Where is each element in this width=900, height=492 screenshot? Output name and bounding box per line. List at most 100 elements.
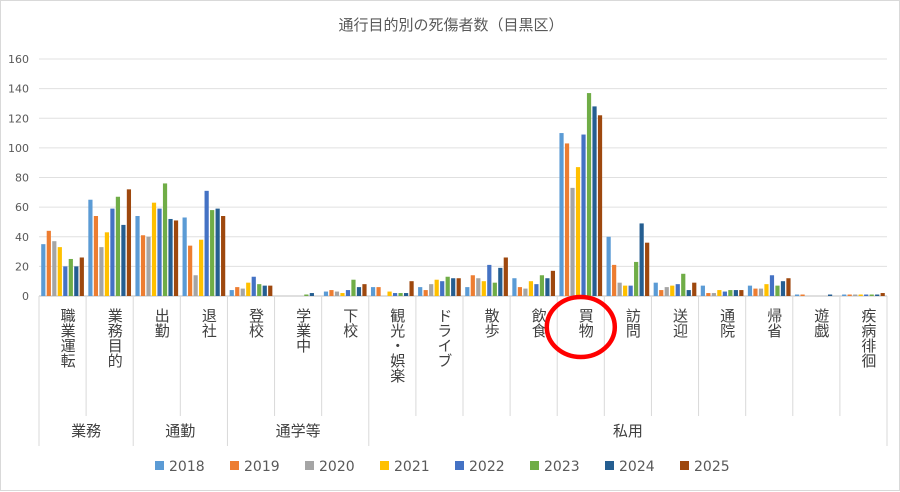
bar-2022-疾病徘徊 xyxy=(864,294,869,296)
y-tick-label: 120 xyxy=(8,112,29,125)
x-tick-label: 飲食 xyxy=(530,308,548,338)
highlight-ellipse xyxy=(544,294,618,360)
bar-2025-通院 xyxy=(739,290,744,296)
gridlines xyxy=(39,58,887,297)
bar-2019-出勤 xyxy=(140,235,146,296)
bar-2024-職業運転 xyxy=(74,266,79,297)
bar-2023-疾病徘徊 xyxy=(869,294,874,296)
bar-2019-帰省 xyxy=(753,288,758,296)
bar-2024-学業中 xyxy=(309,293,314,296)
legend-swatch-2023 xyxy=(530,461,539,470)
bar-2024-疾病徘徊 xyxy=(875,294,880,296)
bar-2024-観光・娯楽 xyxy=(403,293,409,296)
legend-label: 2021 xyxy=(394,459,430,475)
legend-swatch-2018 xyxy=(155,461,164,470)
bar-2022-観光・娯楽 xyxy=(392,293,398,296)
legend-swatch-2024 xyxy=(605,461,614,470)
bar-2022-退社 xyxy=(204,190,209,296)
bar-2020-買物 xyxy=(570,187,575,296)
bar-2019-観光・娯楽 xyxy=(376,287,381,296)
bar-2018-業務目的 xyxy=(88,199,93,296)
bar-2019-登校 xyxy=(235,287,240,296)
bar-2024-通院 xyxy=(733,290,738,296)
bar-2023-買物 xyxy=(586,93,592,296)
bar-2023-観光・娯楽 xyxy=(398,293,403,296)
x-tick-label: 送迎 xyxy=(671,308,689,339)
bar-2024-ドライブ xyxy=(451,278,456,296)
bar-2018-ドライブ xyxy=(418,287,423,296)
y-tick-label: 140 xyxy=(8,83,29,96)
bar-2019-業務目的 xyxy=(93,216,99,296)
bar-2018-出勤 xyxy=(135,216,140,296)
x-tick-label: 業務目的 xyxy=(106,308,124,369)
bar-2025-退社 xyxy=(221,216,226,296)
bar-2024-散歩 xyxy=(498,267,503,296)
y-tick-label: 80 xyxy=(15,172,29,185)
legend-swatch-2021 xyxy=(380,461,389,470)
bar-2020-退社 xyxy=(193,275,198,296)
x-tick-label: 散歩 xyxy=(483,308,501,338)
bar-2018-疾病徘徊 xyxy=(842,294,847,296)
bar-2020-業務目的 xyxy=(99,247,104,296)
bar-2024-遊戯 xyxy=(827,294,833,296)
x-tick-label: 通院 xyxy=(718,308,736,339)
bar-2020-出勤 xyxy=(146,236,151,296)
bar-2021-疾病徘徊 xyxy=(858,294,863,296)
bar-2025-業務目的 xyxy=(126,189,132,296)
bar-2025-下校 xyxy=(362,284,367,296)
bar-2019-疾病徘徊 xyxy=(847,294,852,296)
bar-2024-訪問 xyxy=(639,223,644,296)
x-tick-label: 職業運転 xyxy=(59,308,77,368)
bar-2020-通院 xyxy=(711,293,716,296)
x-group-label: 通勤 xyxy=(165,422,195,440)
bar-2019-下校 xyxy=(329,290,334,296)
bar-2021-出勤 xyxy=(151,202,157,296)
bar-2020-登校 xyxy=(240,288,245,296)
bar-2018-職業運転 xyxy=(41,244,46,296)
bar-2019-通院 xyxy=(706,293,711,296)
x-tick-label: 遊戯 xyxy=(812,308,830,339)
bar-2019-ドライブ xyxy=(423,290,428,296)
bar-2022-職業運転 xyxy=(63,266,68,297)
bars xyxy=(41,93,885,297)
x-group-label: 業務 xyxy=(71,422,101,440)
x-group-label: 私用 xyxy=(613,422,643,440)
bar-2021-ドライブ xyxy=(434,279,439,296)
bar-2024-帰省 xyxy=(780,281,786,296)
bar-2023-ドライブ xyxy=(445,276,450,296)
x-tick-label: 退社 xyxy=(200,308,218,338)
bar-2019-送迎 xyxy=(659,290,664,296)
x-tick-label: 買物 xyxy=(577,308,595,339)
bar-2022-訪問 xyxy=(628,285,633,296)
bar-2024-送迎 xyxy=(686,290,691,296)
bar-2025-登校 xyxy=(268,285,273,296)
bar-2025-出勤 xyxy=(173,220,179,296)
bar-2018-買物 xyxy=(559,133,564,296)
legend-label: 2025 xyxy=(694,459,730,475)
bar-2020-送迎 xyxy=(664,287,669,296)
bar-2022-業務目的 xyxy=(110,208,115,296)
x-tick-label: ドライブ xyxy=(435,308,453,368)
x-tick-label: 学業中 xyxy=(294,308,312,353)
bar-2021-送迎 xyxy=(670,285,675,296)
bar-2021-退社 xyxy=(199,239,204,296)
bar-2021-飲食 xyxy=(528,281,534,296)
bar-2020-散歩 xyxy=(476,278,481,296)
bar-2023-下校 xyxy=(351,279,356,296)
bar-2024-出勤 xyxy=(168,218,173,296)
legend-swatch-2019 xyxy=(230,461,239,470)
x-tick-label: 疾病徘徊 xyxy=(859,308,877,368)
bar-2023-通院 xyxy=(728,290,733,296)
legend-label: 2018 xyxy=(169,459,205,475)
bar-2023-登校 xyxy=(257,284,262,296)
bar-2018-退社 xyxy=(182,217,187,296)
bar-2019-訪問 xyxy=(612,264,617,296)
bar-2024-登校 xyxy=(262,285,267,296)
y-tick-label: 0 xyxy=(22,290,29,303)
bar-2025-職業運転 xyxy=(79,257,84,296)
legend-label: 2022 xyxy=(469,459,505,475)
bar-2020-訪問 xyxy=(617,282,622,296)
bar-2024-買物 xyxy=(592,106,597,297)
bar-2025-飲食 xyxy=(550,270,556,296)
bar-2022-飲食 xyxy=(534,284,539,296)
